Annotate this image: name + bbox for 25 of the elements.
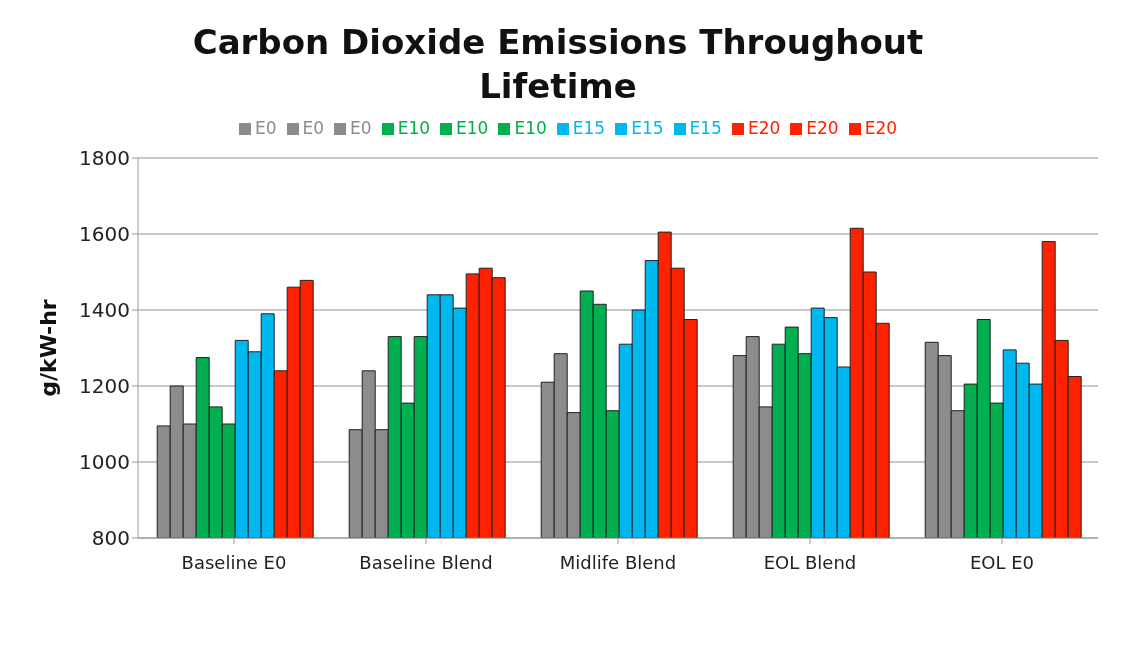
x-tick-label: EOL Blend: [763, 551, 857, 573]
y-tick-label: 1000: [79, 450, 130, 475]
legend-label: E20: [864, 118, 898, 138]
legend-label: E10: [514, 118, 547, 138]
legend-label: E20: [806, 118, 839, 138]
legend-label: E10: [456, 118, 489, 138]
x-tick-label: EOL E0: [969, 551, 1035, 573]
legend-label: E15: [631, 118, 664, 138]
legend-label: E0: [350, 118, 372, 138]
legend-label: E15: [689, 118, 722, 138]
legend-label: E0: [302, 118, 325, 138]
legend-label: E10: [397, 118, 431, 138]
y-axis-title: g/kW-hr: [35, 299, 61, 397]
y-tick-label: 1400: [79, 298, 130, 323]
y-tick-label: 1200: [79, 374, 130, 399]
x-tick-label: Baseline Blend: [359, 551, 493, 573]
legend-label: E0: [254, 118, 277, 138]
legend-label: E20: [747, 118, 781, 138]
x-tick-label: Midlife Blend: [559, 551, 677, 573]
y-tick-label: 1800: [79, 146, 130, 171]
x-tick-label: Baseline E0: [181, 551, 287, 573]
y-tick-label: 1600: [79, 222, 130, 247]
chart-title: Carbon Dioxide Emissions Throughout Lifetime: [191, 21, 925, 108]
legend-label: E15: [572, 118, 606, 138]
y-tick-label: 800: [91, 526, 130, 551]
